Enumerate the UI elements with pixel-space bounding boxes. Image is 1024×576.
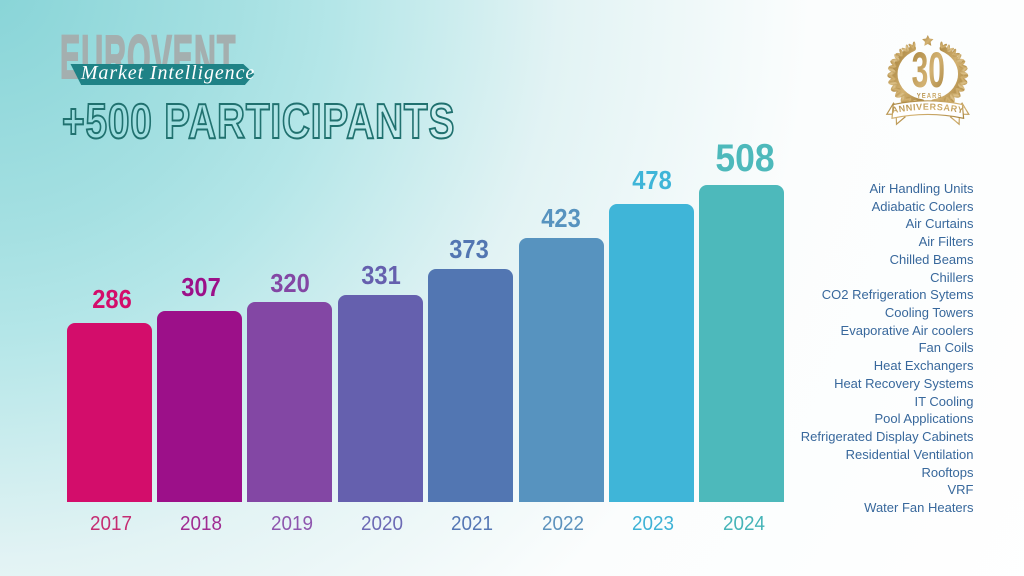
svg-text:YEARS: YEARS bbox=[917, 92, 943, 100]
svg-text:30: 30 bbox=[912, 42, 945, 98]
svg-text:ANNIVERSARY: ANNIVERSARY bbox=[891, 102, 965, 116]
